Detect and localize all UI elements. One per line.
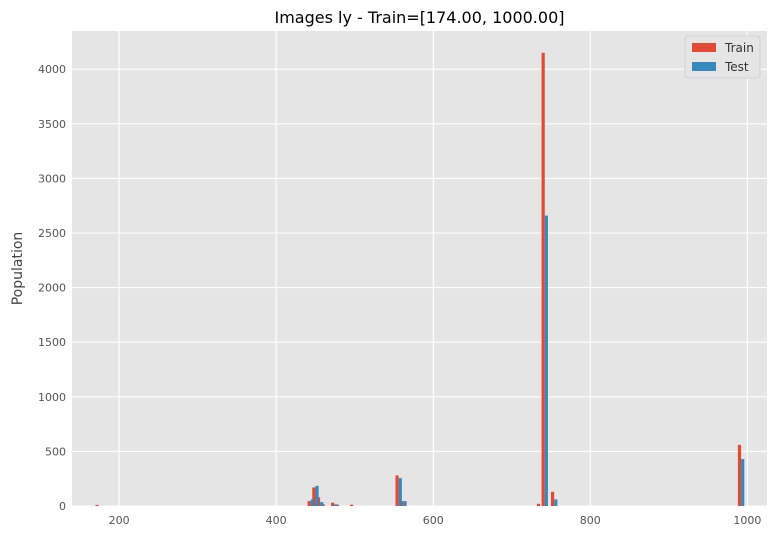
legend: Train Test bbox=[684, 35, 761, 79]
x-tick-label: 1000 bbox=[733, 514, 761, 527]
bar-train bbox=[312, 487, 316, 506]
bar-test bbox=[403, 501, 407, 506]
bar-train bbox=[349, 504, 354, 506]
y-tick-label: 2000 bbox=[38, 282, 66, 295]
x-tick-label: 200 bbox=[109, 514, 130, 527]
bar-test bbox=[320, 502, 324, 506]
legend-swatch-train bbox=[692, 43, 716, 52]
y-tick-label: 2500 bbox=[38, 227, 66, 240]
bar-test bbox=[310, 499, 314, 506]
bar-test bbox=[398, 478, 402, 506]
bar-train bbox=[541, 52, 545, 506]
chart-title: Images ly - Train=[174.00, 1000.00] bbox=[275, 8, 565, 27]
plot-area bbox=[72, 31, 767, 506]
y-tick-label: 1000 bbox=[38, 391, 66, 404]
y-tick-label: 0 bbox=[59, 500, 66, 513]
bar-train bbox=[737, 444, 742, 506]
y-tick-label: 4000 bbox=[38, 63, 66, 76]
legend-label-train: Train bbox=[724, 41, 754, 55]
y-tick-label: 3000 bbox=[38, 172, 66, 185]
legend-label-test: Test bbox=[724, 60, 749, 74]
bar-train bbox=[331, 502, 335, 506]
bar-test bbox=[741, 459, 745, 506]
y-tick-label: 1500 bbox=[38, 336, 66, 349]
y-axis-label: Population bbox=[10, 232, 26, 306]
bar-train bbox=[95, 504, 99, 506]
x-tick-label: 800 bbox=[580, 514, 601, 527]
bar-train bbox=[307, 501, 311, 506]
bar-test bbox=[334, 504, 338, 506]
bar-test bbox=[554, 499, 558, 506]
x-tick-label: 600 bbox=[423, 514, 444, 527]
bar-train bbox=[395, 475, 399, 506]
legend-swatch-test bbox=[692, 62, 716, 71]
bar-test bbox=[544, 215, 548, 507]
tick-labels: 200 400 600 800 1000 0 500 1000 1500 2000 2500 3000… bbox=[38, 63, 761, 527]
bar-train bbox=[536, 503, 541, 506]
y-tick-label: 3500 bbox=[38, 118, 66, 131]
grid-lines bbox=[72, 31, 767, 507]
y-tick-label: 500 bbox=[45, 445, 66, 458]
bar-train bbox=[550, 491, 555, 506]
bars bbox=[95, 52, 745, 507]
x-tick-label: 400 bbox=[266, 514, 287, 527]
bar-test bbox=[315, 485, 319, 506]
